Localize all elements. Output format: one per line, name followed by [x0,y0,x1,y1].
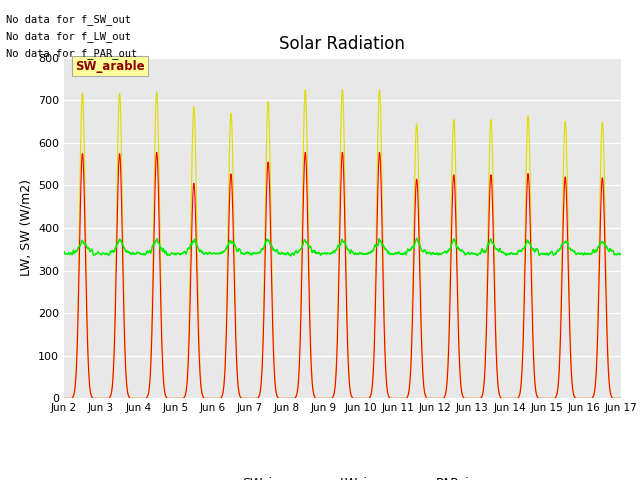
Text: No data for f_PAR_out: No data for f_PAR_out [6,48,138,59]
Title: Solar Radiation: Solar Radiation [280,35,405,53]
Y-axis label: LW, SW (W/m2): LW, SW (W/m2) [19,180,33,276]
Text: No data for f_SW_out: No data for f_SW_out [6,14,131,25]
Text: SW_arable: SW_arable [75,60,145,72]
Text: No data for f_LW_out: No data for f_LW_out [6,31,131,42]
Legend: SW_in, LW_in, PAR_in: SW_in, LW_in, PAR_in [202,471,483,480]
